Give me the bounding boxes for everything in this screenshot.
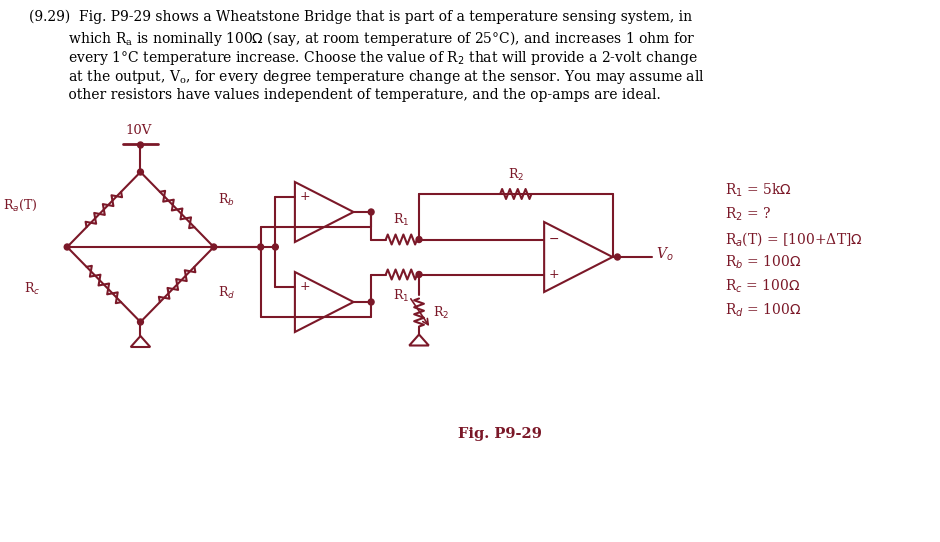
Text: +: +: [549, 268, 559, 281]
Text: −: −: [300, 311, 310, 324]
Text: which R$_\mathregular{a}$ is nominally 100$\Omega$ (say, at room temperature of : which R$_\mathregular{a}$ is nominally 1…: [29, 29, 696, 48]
Text: R$_b$ = 100$\Omega$: R$_b$ = 100$\Omega$: [725, 254, 801, 272]
Text: +: +: [299, 190, 310, 203]
Text: −: −: [300, 221, 310, 234]
Circle shape: [137, 319, 144, 325]
Circle shape: [137, 169, 144, 175]
Text: R$_1$: R$_1$: [393, 212, 410, 229]
Circle shape: [64, 244, 70, 250]
Text: +: +: [299, 281, 310, 294]
Text: R$_2$: R$_2$: [432, 305, 449, 320]
Text: −: −: [549, 233, 559, 246]
Text: (9.29)  Fig. P9-29 shows a Wheatstone Bridge that is part of a temperature sensi: (9.29) Fig. P9-29 shows a Wheatstone Bri…: [29, 10, 692, 24]
Text: Fig. P9-29: Fig. P9-29: [458, 427, 542, 441]
Text: R$_1$ = 5k$\Omega$: R$_1$ = 5k$\Omega$: [725, 182, 791, 199]
Circle shape: [416, 236, 422, 242]
Text: R$_a$(T): R$_a$(T): [4, 198, 38, 213]
Text: R$_a$(T) = [100+ΔT]$\Omega$: R$_a$(T) = [100+ΔT]$\Omega$: [725, 230, 863, 248]
Circle shape: [368, 209, 374, 215]
Text: V$_o$: V$_o$: [655, 246, 673, 263]
Text: R$_c$ = 100$\Omega$: R$_c$ = 100$\Omega$: [725, 278, 800, 295]
Text: R$_b$: R$_b$: [218, 191, 234, 208]
Circle shape: [211, 244, 217, 250]
Text: R$_2$: R$_2$: [508, 167, 524, 183]
Text: R$_2$ = ?: R$_2$ = ?: [725, 206, 772, 223]
Text: every 1°C temperature increase. Choose the value of R$_2$ that will provide a 2-: every 1°C temperature increase. Choose t…: [29, 49, 697, 67]
Text: R$_c$: R$_c$: [24, 280, 39, 296]
Text: other resistors have values independent of temperature, and the op-amps are idea: other resistors have values independent …: [29, 88, 661, 102]
Circle shape: [137, 142, 144, 148]
Circle shape: [368, 299, 374, 305]
Circle shape: [273, 244, 278, 250]
Text: R$_d$: R$_d$: [218, 285, 235, 301]
Text: R$_d$ = 100$\Omega$: R$_d$ = 100$\Omega$: [725, 302, 801, 319]
Text: 10V: 10V: [125, 124, 151, 137]
Circle shape: [416, 272, 422, 278]
Circle shape: [258, 244, 263, 250]
Circle shape: [615, 254, 620, 260]
Text: at the output, V$_\mathregular{o}$, for every degree temperature change at the s: at the output, V$_\mathregular{o}$, for …: [29, 68, 705, 87]
Text: R$_1$: R$_1$: [393, 287, 410, 304]
